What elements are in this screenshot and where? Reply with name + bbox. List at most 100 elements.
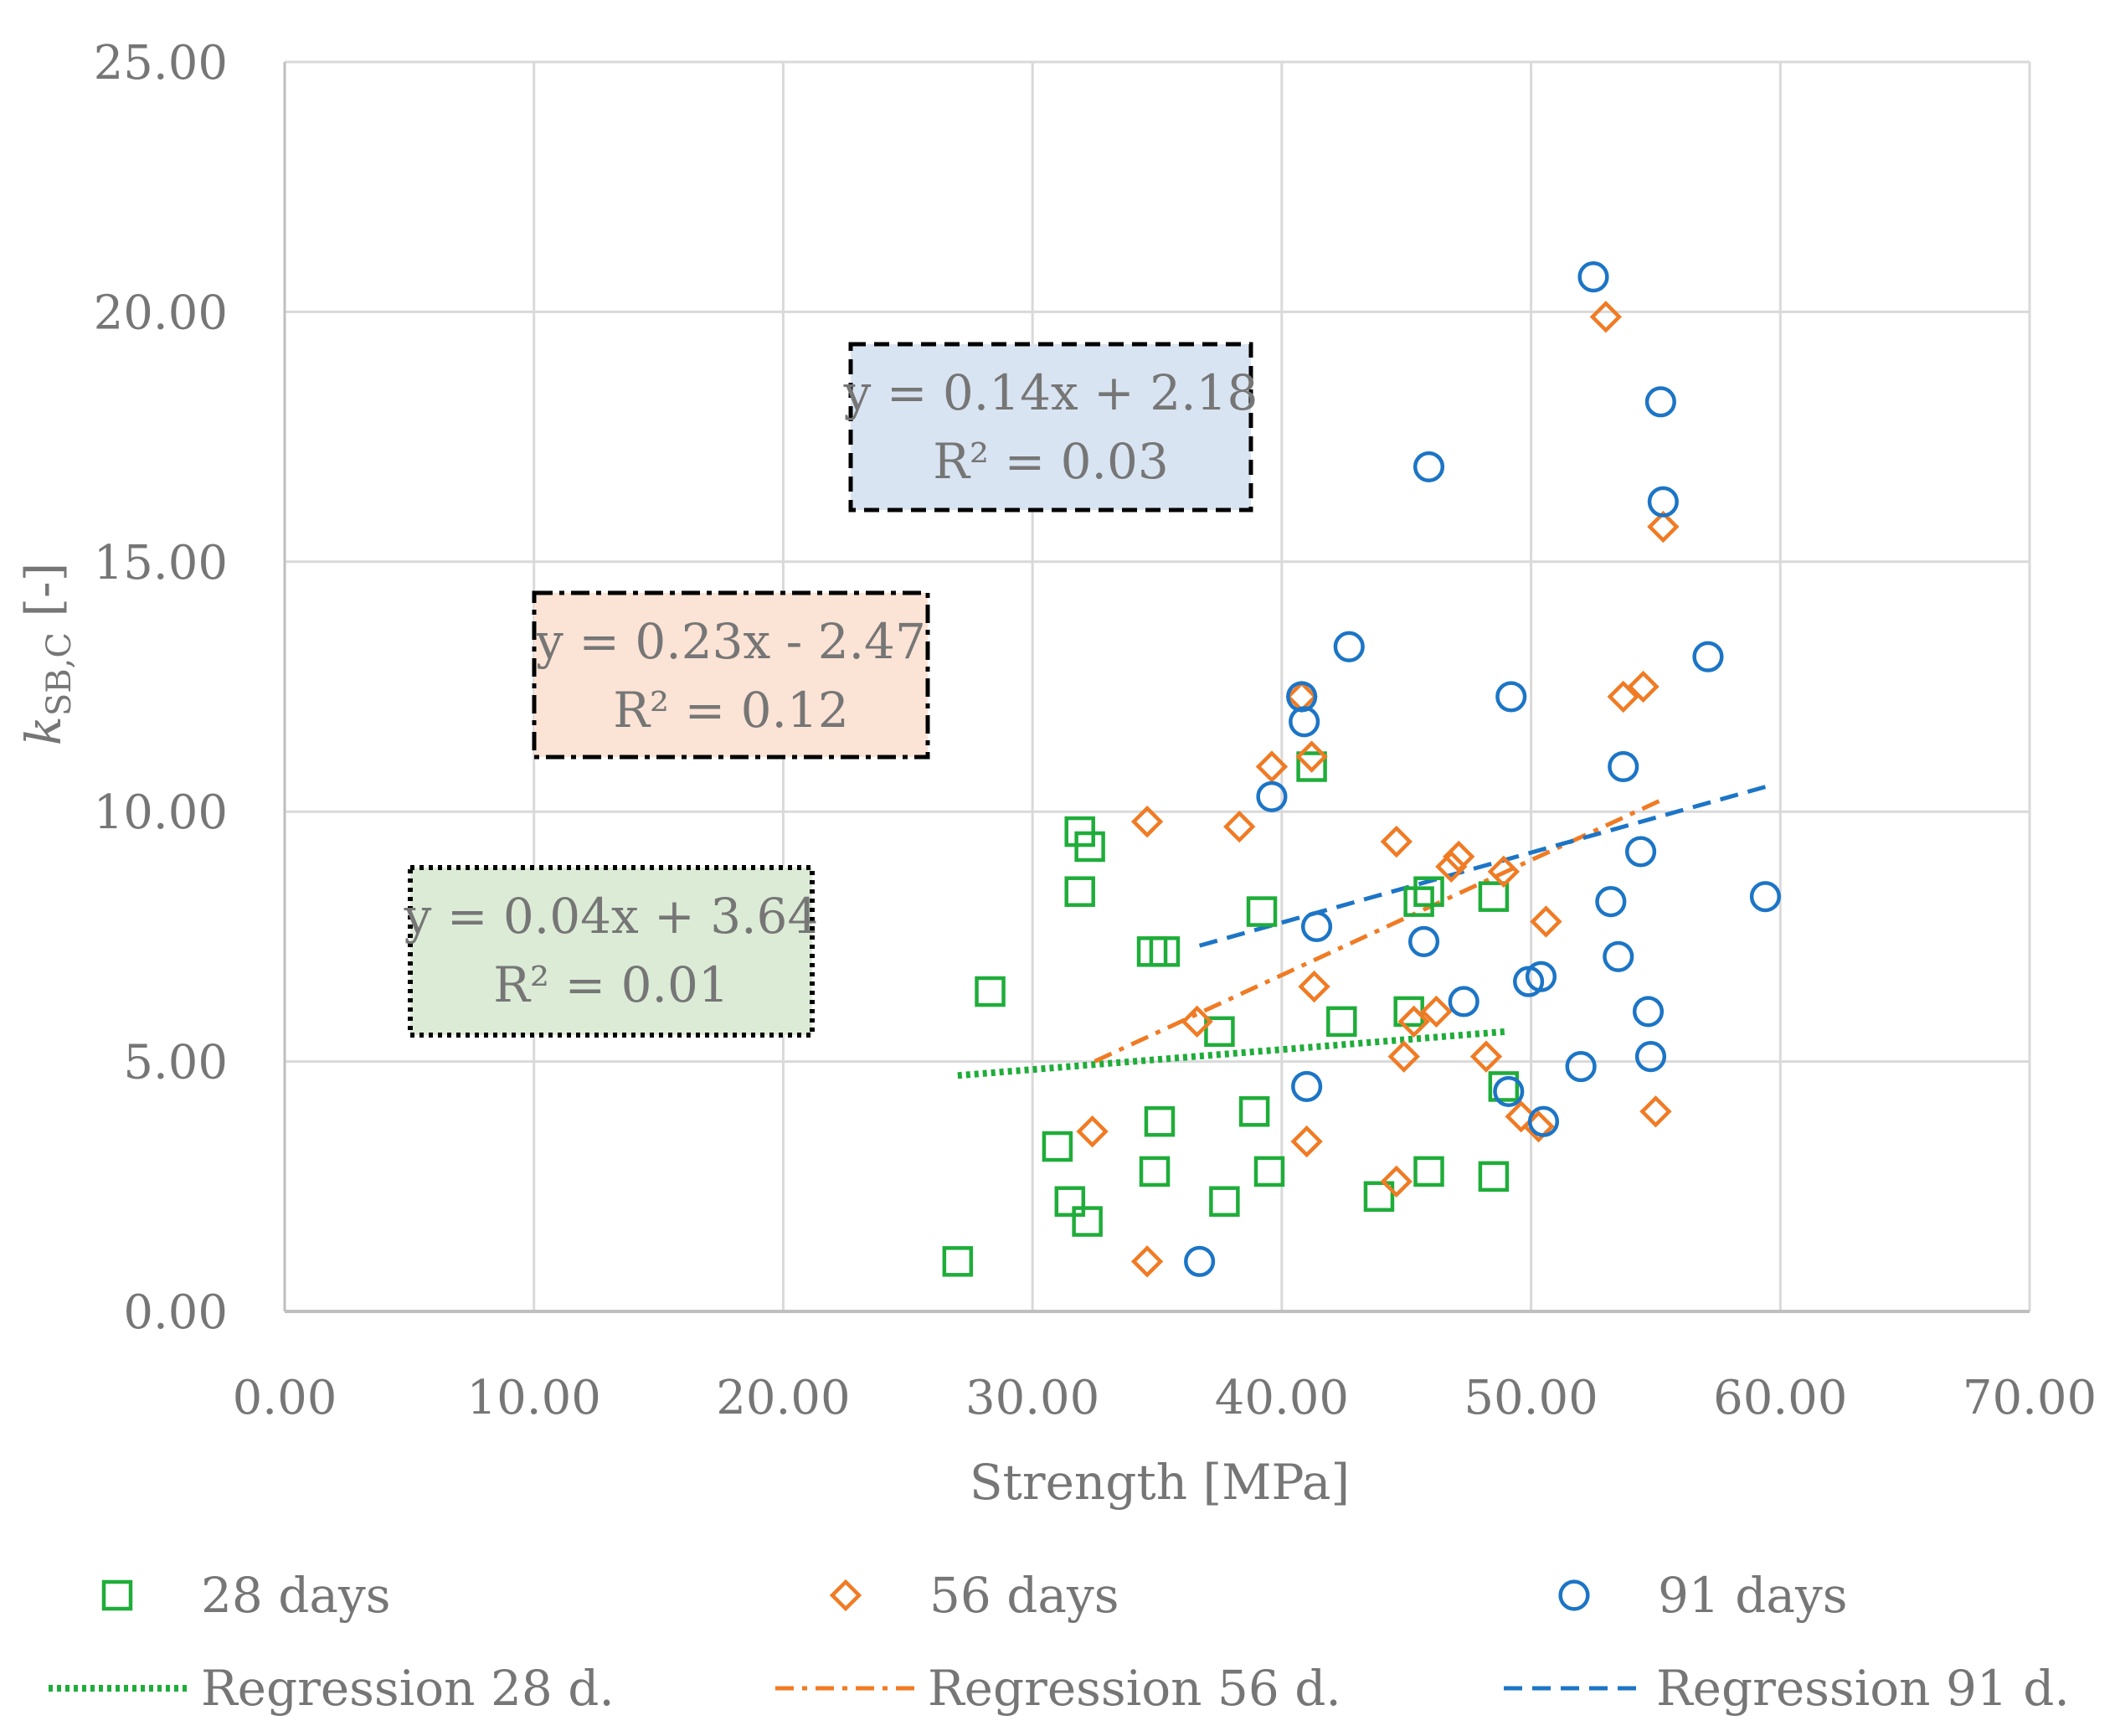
x-tick-label: 70.00 <box>1963 1371 2097 1425</box>
point-91-days <box>1634 1041 1667 1073</box>
y-axis-label: kSB,C [-] <box>15 563 79 746</box>
regression-line-56d <box>1094 797 1665 1064</box>
point-28-days <box>1072 1206 1103 1237</box>
equation-text: y = 0.23x - 2.47 <box>535 613 926 670</box>
equation-box-frame <box>532 590 930 760</box>
point-56-days <box>1530 905 1562 938</box>
point-91-days <box>1493 1075 1525 1107</box>
equation-box-frame <box>408 865 815 1038</box>
point-28-days <box>1413 876 1444 907</box>
legend-marker-diamond <box>829 1579 862 1612</box>
point-28-days <box>1064 876 1095 907</box>
point-91-days <box>1624 836 1657 868</box>
legend-label: Regression 91 d. <box>1656 1660 2070 1717</box>
equation-box-frame <box>848 342 1253 513</box>
point-91-days <box>1647 486 1679 518</box>
x-tick-label: 60.00 <box>1713 1371 1847 1425</box>
legend-label: 91 days <box>1658 1567 1847 1624</box>
data-points <box>942 261 1781 1278</box>
legend-item-28-days: 28 days <box>101 1567 390 1624</box>
point-91-days <box>1407 925 1440 957</box>
point-28-days <box>1204 1016 1235 1048</box>
legend: 28 days 56 days 91 days Regression 28 d. Reg… <box>49 1567 2070 1717</box>
point-56-days <box>1255 750 1289 783</box>
legend-item-regression-0: Regression 28 d. <box>49 1660 615 1717</box>
point-91-days <box>1525 961 1557 992</box>
point-91-days <box>1577 261 1609 293</box>
point-28-days <box>1253 1156 1285 1187</box>
point-56-days <box>1290 1125 1323 1158</box>
point-28-days <box>942 1246 974 1277</box>
point-56-days <box>1130 1245 1164 1278</box>
point-56-days <box>1397 1005 1430 1038</box>
point-28-days <box>1478 881 1510 912</box>
point-28-days <box>1144 1105 1176 1137</box>
point-56-days <box>1295 740 1328 773</box>
point-56-days <box>1443 840 1475 873</box>
point-91-days <box>1565 1050 1597 1083</box>
point-91-days <box>1603 940 1634 972</box>
y-axis-label-main: k <box>15 716 72 745</box>
y-tick-label: 5.00 <box>123 1036 228 1090</box>
y-axis-label-sub: SB,C <box>40 632 79 716</box>
point-28-days <box>1488 1071 1520 1102</box>
point-28-days <box>1363 1181 1395 1212</box>
point-56-days <box>1469 1040 1503 1073</box>
point-91-days <box>1286 681 1318 713</box>
x-tick-label: 30.00 <box>965 1371 1099 1425</box>
point-91-days <box>1291 1070 1323 1103</box>
point-91-days <box>1448 986 1479 1017</box>
point-28-days <box>1403 886 1434 917</box>
point-28-days <box>1149 936 1181 967</box>
point-56-days <box>1505 1100 1537 1133</box>
point-56-days <box>1387 1040 1420 1073</box>
point-91-days <box>1608 750 1639 783</box>
point-56-days <box>1298 970 1330 1003</box>
r-squared-text: R² = 0.03 <box>933 433 1169 490</box>
x-tick-label: 40.00 <box>1215 1371 1349 1425</box>
y-tick-label: 20.00 <box>94 286 228 340</box>
point-56-days <box>1589 301 1623 333</box>
r-squared-text: R² = 0.01 <box>493 956 729 1013</box>
point-91-days <box>1333 631 1365 662</box>
legend-label: Regression 56 d. <box>928 1660 1341 1717</box>
point-28-days <box>1413 1156 1444 1187</box>
point-91-days <box>1184 1245 1216 1277</box>
point-91-days <box>1495 681 1527 713</box>
grid <box>285 60 2031 1311</box>
axes: 0.00 10.00 20.00 30.00 40.00 50.00 60.00 70.00 0… <box>94 36 2097 1425</box>
point-28-days <box>1326 1006 1357 1038</box>
y-axis-label-unit: [-] <box>15 563 72 632</box>
point-91-days <box>1749 881 1781 913</box>
point-28-days <box>1139 1156 1171 1187</box>
point-56-days <box>1487 855 1521 888</box>
y-tick-label: 0.00 <box>123 1285 228 1340</box>
point-56-days <box>1130 805 1164 838</box>
point-56-days <box>1607 680 1639 713</box>
point-56-days <box>1420 995 1453 1028</box>
point-56-days <box>1639 1095 1672 1128</box>
point-56-days <box>1627 670 1660 703</box>
equation-boxes: y = 0.04x + 3.64 R² = 0.01 y = 0.23x - 2.4… <box>404 342 1258 1038</box>
point-91-days <box>1300 910 1333 943</box>
point-28-days <box>1209 1186 1240 1217</box>
point-28-days <box>1042 1131 1073 1162</box>
x-tick-label: 0.00 <box>233 1371 337 1425</box>
legend-marker-circle <box>1558 1579 1590 1611</box>
point-91-days <box>1289 706 1320 738</box>
equation-text: y = 0.04x + 3.64 <box>404 888 819 945</box>
regression-lines <box>957 785 1767 1079</box>
legend-item-regression-1: Regression 56 d. <box>775 1660 1341 1717</box>
y-tick-label: 15.00 <box>94 536 228 590</box>
point-91-days <box>1527 1105 1560 1137</box>
y-tick-label: 25.00 <box>94 36 228 90</box>
point-28-days <box>1238 1096 1270 1127</box>
legend-item-regression-2: Regression 91 d. <box>1504 1660 2070 1717</box>
point-28-days <box>1246 896 1278 927</box>
x-axis-label: Strength [MPa] <box>970 1454 1350 1511</box>
x-tick-label: 10.00 <box>467 1371 601 1425</box>
equation-box-56d: y = 0.23x - 2.47 R² = 0.12 <box>532 590 930 760</box>
point-56-days <box>1223 810 1256 843</box>
r-squared-text: R² = 0.12 <box>613 682 849 739</box>
